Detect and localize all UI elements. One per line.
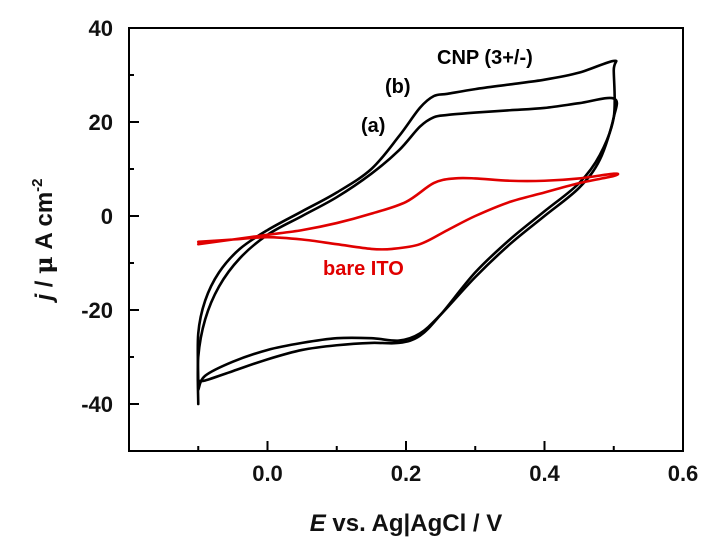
plot-frame <box>128 27 684 452</box>
x-axis-title: E vs. Ag|AgCl / V <box>310 510 503 537</box>
x-tick-label: 0.4 <box>529 461 560 486</box>
y-axis-title-sep: / <box>31 274 58 294</box>
y-axis-title-mu: μ <box>29 256 58 274</box>
x-tick-label: 0.6 <box>668 461 699 486</box>
x-axis-title-text: vs. Ag|AgCl / V <box>326 510 503 537</box>
y-axis-title-unit: A cm <box>31 192 58 256</box>
y-tick-label: 0 <box>101 204 113 229</box>
series-line-a <box>196 96 619 406</box>
annotation-cnp: CNP (3+/-) <box>437 47 533 69</box>
series-line-ito <box>196 172 620 251</box>
annotation-a: (a) <box>361 115 385 137</box>
x-axis-title-symbol: E <box>310 510 327 537</box>
y-axis-title-exponent: -2 <box>29 178 46 191</box>
x-tick-label: 0.0 <box>252 461 283 486</box>
y-axis-title: j / μ A cm-2 <box>29 178 58 303</box>
y-tick-label: 20 <box>89 110 113 135</box>
annotation-b: (b) <box>385 76 411 98</box>
x-tick-label: 0.2 <box>391 461 422 486</box>
y-tick-label: -20 <box>81 298 113 323</box>
y-axis-title-symbol: j <box>31 293 58 304</box>
y-tick-label: -40 <box>81 392 113 417</box>
y-tick-label: 40 <box>89 16 113 41</box>
annotation-bare-ito: bare ITO <box>323 258 404 280</box>
series-line-b <box>196 59 618 383</box>
